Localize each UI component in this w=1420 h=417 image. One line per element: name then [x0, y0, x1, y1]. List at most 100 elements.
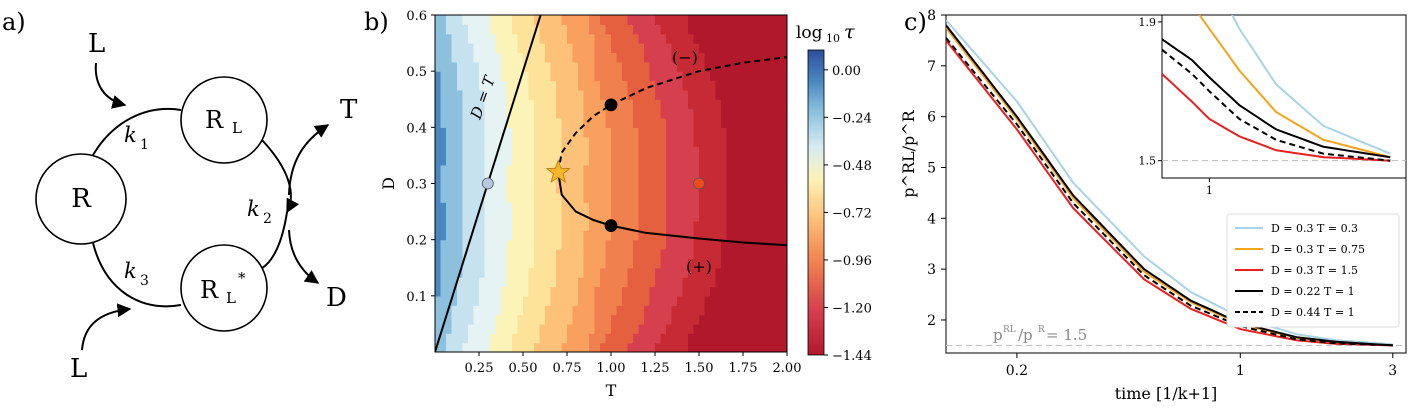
heatmap-cell: [528, 239, 535, 250]
heatmap-cell: [622, 71, 629, 82]
heatmap-cell: [556, 192, 563, 203]
heatmap-cell: [721, 15, 728, 25]
heatmap-cell: [616, 89, 623, 100]
heatmap-cell: [451, 295, 458, 306]
heatmap-cell: [704, 239, 711, 250]
heatmap-cell: [440, 249, 447, 259]
heatmap-cell: [710, 43, 717, 54]
heatmap-cell: [776, 342, 783, 352]
heatmap-cell: [457, 155, 464, 166]
heatmap-cell: [523, 89, 530, 100]
heatmap-cell: [506, 333, 513, 344]
heatmap-cell: [704, 267, 711, 278]
heatmap-cell: [594, 286, 601, 297]
heatmap-cell: [517, 230, 524, 241]
heatmap-cell: [512, 164, 519, 175]
heatmap-cell: [633, 15, 640, 25]
heatmap-cell: [550, 295, 557, 306]
heatmap-cell: [765, 258, 772, 269]
heatmap-cell: [765, 202, 772, 213]
heatmap-cell: [589, 333, 596, 344]
heatmap-cell: [589, 52, 596, 63]
heatmap-cell: [479, 89, 486, 100]
heatmap-cell: [671, 333, 678, 344]
heatmap-cell: [622, 127, 629, 138]
heatmap-cell: [594, 211, 601, 222]
heatmap-cell: [605, 15, 612, 25]
heatmap-cell: [539, 267, 546, 278]
heatmap-cell: [512, 43, 519, 54]
arc-k2-bottom: [261, 211, 288, 269]
heatmap-cell: [721, 71, 728, 82]
heatmap-cell: [528, 146, 535, 157]
heatmap-cell: [770, 295, 777, 306]
heatmap-cell: [512, 258, 519, 269]
heatmap-cell: [605, 24, 612, 35]
heatmap-cell: [770, 323, 777, 334]
heatmap-cell: [556, 333, 563, 344]
heatmap-cell: [534, 164, 541, 175]
heatmap-cell: [506, 305, 513, 316]
heatmap-cell: [605, 192, 612, 203]
heatmap-cell: [512, 211, 519, 222]
heatmap-cell: [721, 61, 728, 72]
heatmap-cell: [638, 15, 645, 25]
heatmap-cell: [594, 192, 601, 203]
heatmap-cell: [649, 127, 656, 138]
heatmap-cell: [677, 136, 684, 147]
heatmap-cell: [539, 99, 546, 110]
heatmap-cell: [721, 202, 728, 213]
heatmap-cell: [556, 277, 563, 288]
heatmap-cell: [748, 146, 755, 157]
heatmap-cell: [512, 127, 519, 138]
heatmap-cell: [561, 267, 568, 278]
heatmap-cell: [721, 314, 728, 325]
heatmap-cell: [781, 89, 787, 100]
heatmap-cell: [506, 202, 513, 213]
heatmap-cell: [704, 277, 711, 288]
heatmap-cell: [440, 89, 447, 100]
heatmap-cell: [776, 155, 783, 166]
heatmap-cell: [765, 230, 772, 241]
heatmap-cell: [688, 43, 695, 54]
heatmap-cell: [627, 249, 634, 259]
heatmap-cell: [776, 258, 783, 269]
heatmap-cell: [682, 80, 689, 91]
heatmap-cell: [699, 286, 706, 297]
heatmap-cell: [671, 286, 678, 297]
heatmap-cell: [517, 258, 524, 269]
heatmap-cell: [765, 305, 772, 316]
heatmap-cell: [517, 342, 524, 352]
heatmap-cell: [561, 61, 568, 72]
heatmap-cell: [501, 333, 508, 344]
heatmap-cell: [693, 52, 700, 63]
heatmap-cell: [512, 24, 519, 35]
heatmap-cell: [495, 230, 502, 241]
heatmap-cell: [446, 267, 453, 278]
arrow-L-top: [94, 62, 127, 109]
heatmap-cell: [440, 99, 447, 110]
heatmap-cell: [517, 211, 524, 222]
heatmap-cell: [578, 314, 585, 325]
heatmap-cell: [495, 258, 502, 269]
heatmap-cell: [589, 258, 596, 269]
heatmap-cell: [644, 192, 651, 203]
heatmap-cell: [682, 43, 689, 54]
heatmap-cell: [759, 15, 766, 25]
heatmap-cell: [567, 108, 574, 119]
heatmap-cell: [710, 155, 717, 166]
heatmap-cell: [721, 43, 728, 54]
heatmap-cell: [457, 333, 464, 344]
heatmap-cell: [583, 24, 590, 35]
heatmap-cell: [605, 71, 612, 82]
heatmap-cell: [732, 323, 739, 334]
heatmap-cell: [561, 24, 568, 35]
heatmap-cell: [644, 333, 651, 344]
heatmap-cell: [671, 89, 678, 100]
heatmap-cell: [715, 71, 722, 82]
heatmap-cell: [572, 295, 579, 306]
heatmap-cell: [754, 80, 761, 91]
heatmap-cell: [671, 314, 678, 325]
heatmap-cell: [715, 230, 722, 241]
heatmap-cell: [627, 314, 634, 325]
